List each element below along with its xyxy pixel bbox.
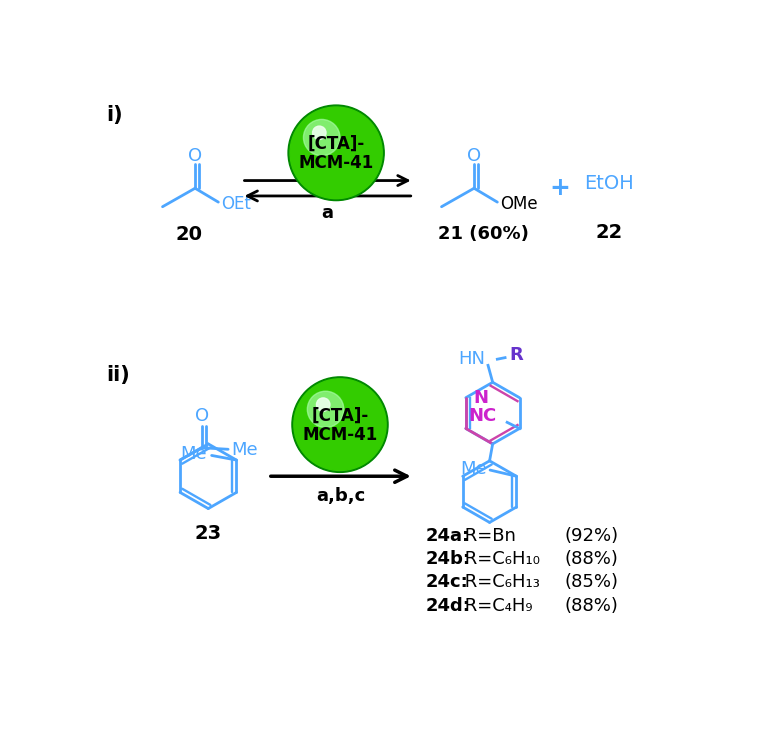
Text: i): i) <box>106 105 123 125</box>
Circle shape <box>294 379 386 471</box>
Text: (88%): (88%) <box>565 551 619 568</box>
Text: R=Bn: R=Bn <box>459 528 516 545</box>
Text: a: a <box>321 204 334 222</box>
Text: Me: Me <box>180 445 207 463</box>
Circle shape <box>313 126 326 139</box>
Text: 21 (60%): 21 (60%) <box>438 225 528 244</box>
Text: 24c:: 24c: <box>425 574 468 591</box>
Text: 20: 20 <box>176 225 202 244</box>
Text: NC: NC <box>468 407 496 425</box>
Text: N: N <box>473 389 489 407</box>
Text: 22: 22 <box>595 223 623 242</box>
Text: (92%): (92%) <box>565 528 619 545</box>
Circle shape <box>288 105 384 201</box>
Text: HN: HN <box>458 350 485 368</box>
Text: [CTA]-: [CTA]- <box>311 407 369 425</box>
Text: (85%): (85%) <box>565 574 619 591</box>
Text: R=C₄H₉: R=C₄H₉ <box>459 597 533 614</box>
Text: ii): ii) <box>106 365 130 385</box>
Text: (88%): (88%) <box>565 597 619 614</box>
Text: R=C₆H₁₃: R=C₆H₁₃ <box>459 574 540 591</box>
Text: OMe: OMe <box>500 196 538 213</box>
Text: 24d:: 24d: <box>425 597 470 614</box>
Text: 23: 23 <box>195 525 222 543</box>
Circle shape <box>304 119 340 156</box>
Text: MCM-41: MCM-41 <box>302 426 377 444</box>
Circle shape <box>308 391 344 428</box>
Text: Me: Me <box>231 441 258 459</box>
Text: 24a:: 24a: <box>425 528 469 545</box>
Text: a,b,c: a,b,c <box>316 488 365 505</box>
Text: O: O <box>467 147 481 165</box>
Text: MCM-41: MCM-41 <box>298 154 374 173</box>
Circle shape <box>292 377 388 472</box>
Text: O: O <box>195 407 209 425</box>
Text: Me: Me <box>460 459 487 477</box>
Text: R: R <box>510 345 523 364</box>
Circle shape <box>290 107 382 199</box>
Text: OEt: OEt <box>222 196 252 213</box>
Text: +: + <box>549 176 570 200</box>
Text: 24b:: 24b: <box>425 551 470 568</box>
Text: R=C₆H₁₀: R=C₆H₁₀ <box>459 551 540 568</box>
Text: EtOH: EtOH <box>584 174 634 193</box>
Circle shape <box>317 398 330 411</box>
Text: O: O <box>188 147 202 165</box>
Text: [CTA]-: [CTA]- <box>308 136 365 153</box>
